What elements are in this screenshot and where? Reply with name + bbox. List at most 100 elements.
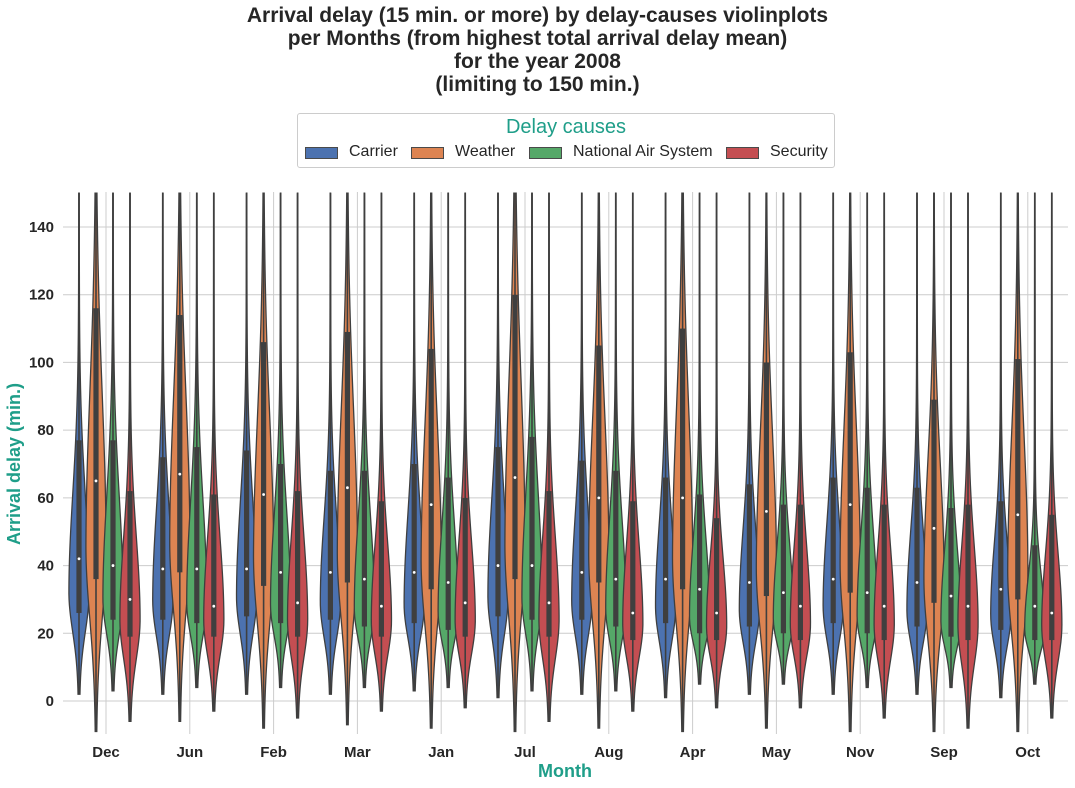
- legend-title: Delay causes: [505, 116, 627, 138]
- violin-median: [195, 567, 199, 571]
- y-tick-label: 60: [37, 490, 54, 507]
- violin-median: [530, 564, 534, 567]
- violin-median: [1050, 611, 1054, 615]
- violin-median: [296, 601, 299, 605]
- violin-iqr-box: [462, 497, 468, 637]
- x-tick-label: Nov: [846, 744, 875, 761]
- y-tick-label: 40: [37, 558, 54, 575]
- legend-swatch-security: [726, 147, 759, 159]
- violin-median: [128, 598, 132, 601]
- y-tick-label: 140: [29, 219, 54, 236]
- violin-median: [915, 581, 919, 584]
- violin-median: [496, 564, 500, 567]
- chart-title-line-2: per Months (from highest total arrival d…: [287, 27, 788, 50]
- violin-median: [614, 577, 618, 581]
- violin-median: [380, 604, 383, 608]
- violin-median: [245, 567, 249, 571]
- violin-median: [1033, 604, 1037, 608]
- violin-iqr-box: [110, 440, 116, 620]
- chart-title-line-3: for the year 2008: [454, 50, 621, 73]
- violin-iqr-box: [244, 450, 250, 617]
- violin-iqr-box: [261, 342, 267, 586]
- y-tick-label: 100: [29, 354, 54, 371]
- violin-iqr-box: [127, 491, 133, 637]
- legend-swatch-weather: [411, 147, 444, 159]
- x-tick-label: Jul: [514, 744, 536, 761]
- violin-iqr-box: [529, 436, 535, 620]
- violin-iqr-box: [76, 440, 82, 613]
- legend-label-weather: Weather: [455, 143, 516, 160]
- violin-iqr-box: [361, 470, 367, 627]
- violin-iqr-box: [93, 308, 99, 580]
- violin-median: [363, 577, 366, 581]
- y-axis-label: Arrival delay (min.): [4, 383, 24, 545]
- x-tick-label: Dec: [92, 744, 120, 761]
- x-tick-label: Jan: [428, 744, 454, 761]
- x-tick-label: Feb: [260, 744, 287, 761]
- violin-median: [715, 611, 718, 615]
- violin-iqr-box: [663, 477, 669, 624]
- violin-median: [597, 496, 601, 500]
- violin-iqr-box: [998, 501, 1004, 630]
- violin-median: [748, 581, 751, 584]
- x-tick-label: Aug: [594, 744, 623, 761]
- y-tick-label: 0: [46, 693, 54, 710]
- violin-iqr-box: [914, 487, 920, 627]
- x-axis-label: Month: [538, 761, 592, 781]
- violin-median: [765, 510, 768, 513]
- x-tick-label: May: [762, 744, 792, 761]
- violin-iqr-box: [278, 464, 284, 624]
- violin-iqr-box: [697, 494, 703, 634]
- violin-iqr-box: [847, 352, 853, 593]
- violin-median: [446, 581, 450, 584]
- violin-iqr-box: [881, 504, 887, 641]
- violin-median: [882, 604, 886, 608]
- violin-median: [698, 587, 701, 591]
- violin-iqr-box: [763, 362, 769, 597]
- violin-iqr-box: [630, 501, 636, 641]
- violin-median: [932, 526, 936, 530]
- violin-median: [631, 611, 635, 615]
- violin-median: [463, 601, 467, 605]
- violin-iqr-box: [1032, 545, 1038, 641]
- violin-median: [178, 472, 182, 476]
- x-tick-label: Mar: [344, 744, 371, 761]
- violin-iqr-box: [344, 331, 350, 583]
- violin-iqr-box: [194, 447, 200, 624]
- violin-iqr-box: [680, 328, 686, 590]
- legend-label-carrier: Carrier: [349, 143, 398, 160]
- violin-median: [681, 496, 684, 500]
- violin-median: [1016, 513, 1020, 517]
- y-tick-label: 120: [29, 287, 54, 304]
- violin-median: [77, 557, 81, 561]
- violin-iqr-box: [445, 477, 451, 630]
- violin-median: [262, 493, 265, 496]
- chart-title: Arrival delay (15 min. or more) by delay…: [0, 4, 1075, 96]
- violin-iqr-box: [411, 464, 417, 624]
- legend-label-security: Security: [770, 143, 828, 160]
- chart-title-line-1: Arrival delay (15 min. or more) by delay…: [246, 4, 829, 27]
- chart-title-line-4: (limiting to 150 min.): [435, 73, 640, 96]
- violin-iqr-box: [579, 460, 585, 620]
- y-tick-labels: 0 20 40 60 80 100 120 140: [29, 219, 54, 710]
- violin-iqr-box: [596, 345, 602, 583]
- violin-median: [865, 591, 869, 595]
- violin-iqr-box: [714, 518, 720, 641]
- violin-iqr-box: [295, 491, 301, 637]
- violin-iqr-box: [780, 504, 786, 634]
- violin-iqr-box: [830, 477, 836, 624]
- violin-iqr-box: [965, 504, 971, 641]
- violin-iqr-box: [512, 294, 518, 580]
- violin-iqr-box: [1015, 359, 1021, 600]
- violin-median: [161, 567, 165, 571]
- violin-median: [429, 503, 433, 507]
- gridlines: [63, 192, 1068, 734]
- violin-median: [664, 577, 667, 581]
- violin-median: [547, 601, 551, 605]
- x-tick-label: Apr: [680, 744, 706, 761]
- violin-median: [949, 594, 953, 598]
- violin-iqr-box: [211, 494, 217, 637]
- violin-median: [580, 570, 584, 574]
- violin-median: [513, 476, 517, 479]
